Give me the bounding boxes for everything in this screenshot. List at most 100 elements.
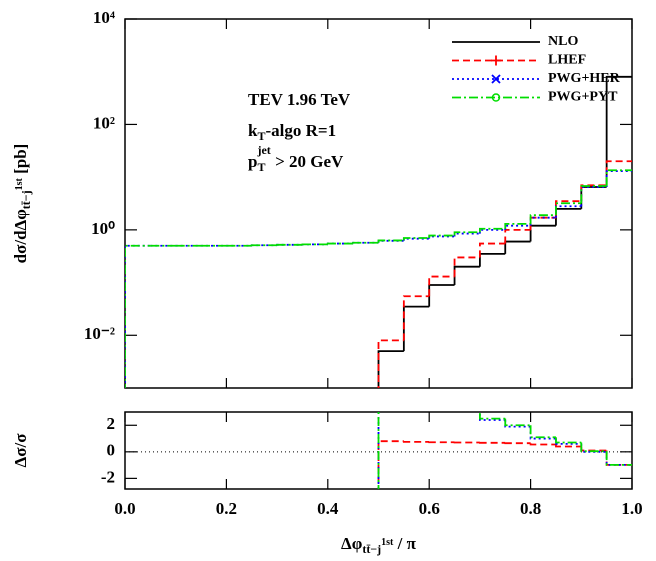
histogram-step	[504, 222, 531, 229]
histogram-step	[453, 232, 480, 237]
histogram-step	[377, 350, 404, 388]
legend-label: NLO	[548, 34, 578, 49]
histogram-step	[402, 440, 430, 443]
y-axis-label: Δσ/σ	[11, 433, 30, 468]
series-group	[377, 0, 632, 489]
histogram-step	[605, 451, 632, 466]
histogram-step	[605, 160, 632, 186]
histogram-step	[529, 216, 556, 230]
text-part: k	[248, 121, 258, 140]
x-tick-label: 0.6	[419, 499, 440, 518]
text-part: Δσ/σ	[11, 433, 30, 468]
histogram-step	[479, 227, 506, 233]
histogram-step	[125, 244, 151, 388]
histogram-step	[529, 426, 556, 440]
legend-marker	[491, 74, 501, 84]
x-tick-label: 1.0	[621, 499, 642, 518]
histogram-step	[377, 412, 380, 489]
histogram-step	[377, 412, 380, 489]
text-part: -algo R=1	[265, 121, 336, 140]
histogram-step	[580, 186, 607, 207]
histogram-step	[377, 239, 404, 243]
histogram-step	[428, 284, 455, 307]
histogram-step	[326, 242, 354, 245]
y-tick-label: 10⁰	[91, 219, 115, 238]
y-tick-label: 2	[107, 414, 116, 433]
histogram-step	[555, 437, 582, 444]
histogram-step	[555, 202, 582, 216]
text-part: 1st	[381, 537, 394, 548]
histogram-step	[125, 244, 151, 388]
text-part: [pb]	[11, 144, 30, 178]
legend-marker	[491, 93, 501, 102]
histogram-step	[455, 346, 480, 399]
x-axis-label: Δφtt̄−j1st / π	[341, 534, 417, 556]
histogram-step	[402, 237, 430, 241]
histogram-step	[529, 224, 556, 242]
histogram-step	[479, 228, 506, 234]
histogram-step	[605, 451, 632, 466]
histogram-step	[404, 0, 429, 173]
y-tick-label: 10²	[93, 113, 115, 132]
histogram-step	[429, 186, 454, 345]
series-group	[125, 75, 632, 388]
histogram-step	[402, 295, 430, 341]
text-part: tt̄−j	[19, 190, 33, 209]
histogram-step	[479, 252, 506, 267]
histogram-step	[504, 418, 531, 427]
text-part: Δφ	[341, 534, 363, 553]
histogram-step	[428, 234, 455, 239]
histogram-step	[580, 442, 607, 453]
legend-label: LHEF	[548, 53, 586, 68]
histogram-step	[429, 173, 454, 339]
y-tick-label: 10⁴	[93, 8, 115, 27]
text-part: 1st	[14, 177, 25, 190]
text-part: / π	[393, 534, 416, 553]
text-part: tt̄−j	[362, 542, 381, 556]
histogram-step	[428, 235, 455, 239]
histogram-step	[504, 419, 531, 428]
histogram-step	[352, 241, 379, 244]
y-tick-label: 10⁻²	[84, 324, 115, 343]
annotation: pTjet > 20 GeV	[248, 143, 344, 174]
x-tick-label: 0.8	[520, 499, 541, 518]
histogram-step	[453, 256, 480, 277]
histogram-step	[402, 237, 430, 241]
histogram-step	[605, 170, 632, 188]
histogram-step	[529, 216, 556, 226]
histogram-step	[555, 207, 582, 226]
text-part: jet	[256, 143, 270, 157]
y-tick-label: 0	[107, 441, 116, 460]
histogram-step	[453, 231, 480, 236]
legend-marker	[491, 55, 501, 66]
histogram-step	[580, 186, 607, 209]
x-tick-label: 0.4	[317, 499, 339, 518]
y-tick-label: -2	[101, 467, 115, 486]
histogram-step	[404, 0, 429, 186]
histogram-step	[479, 412, 506, 421]
histogram-step	[605, 450, 632, 466]
histogram-step	[605, 75, 632, 188]
y-axis-label: dσ/dΔφtt̄−j1st [pb]	[11, 144, 33, 264]
histogram-step	[529, 214, 556, 224]
legend-label: PWG+HER	[548, 71, 621, 86]
text-part: p	[248, 152, 257, 171]
histogram-step	[529, 443, 556, 446]
histogram-step	[555, 444, 582, 448]
histogram-step	[580, 446, 607, 452]
text-part: T	[257, 129, 265, 143]
text-part: T	[257, 160, 265, 174]
histogram-step	[377, 440, 404, 489]
histogram-step	[479, 242, 506, 258]
text-part: TEV 1.96 TeV	[248, 90, 351, 109]
histogram-step	[402, 305, 430, 352]
histogram-step	[377, 339, 404, 388]
histogram-step	[479, 412, 506, 420]
legend-label: PWG+PYT	[548, 90, 618, 105]
text-part: > 20 GeV	[271, 152, 344, 171]
histogram-step	[605, 169, 632, 186]
text-part: dσ/dΔφ	[11, 209, 30, 264]
annotation: kT-algo R=1	[248, 121, 336, 143]
histogram-step	[580, 185, 607, 204]
